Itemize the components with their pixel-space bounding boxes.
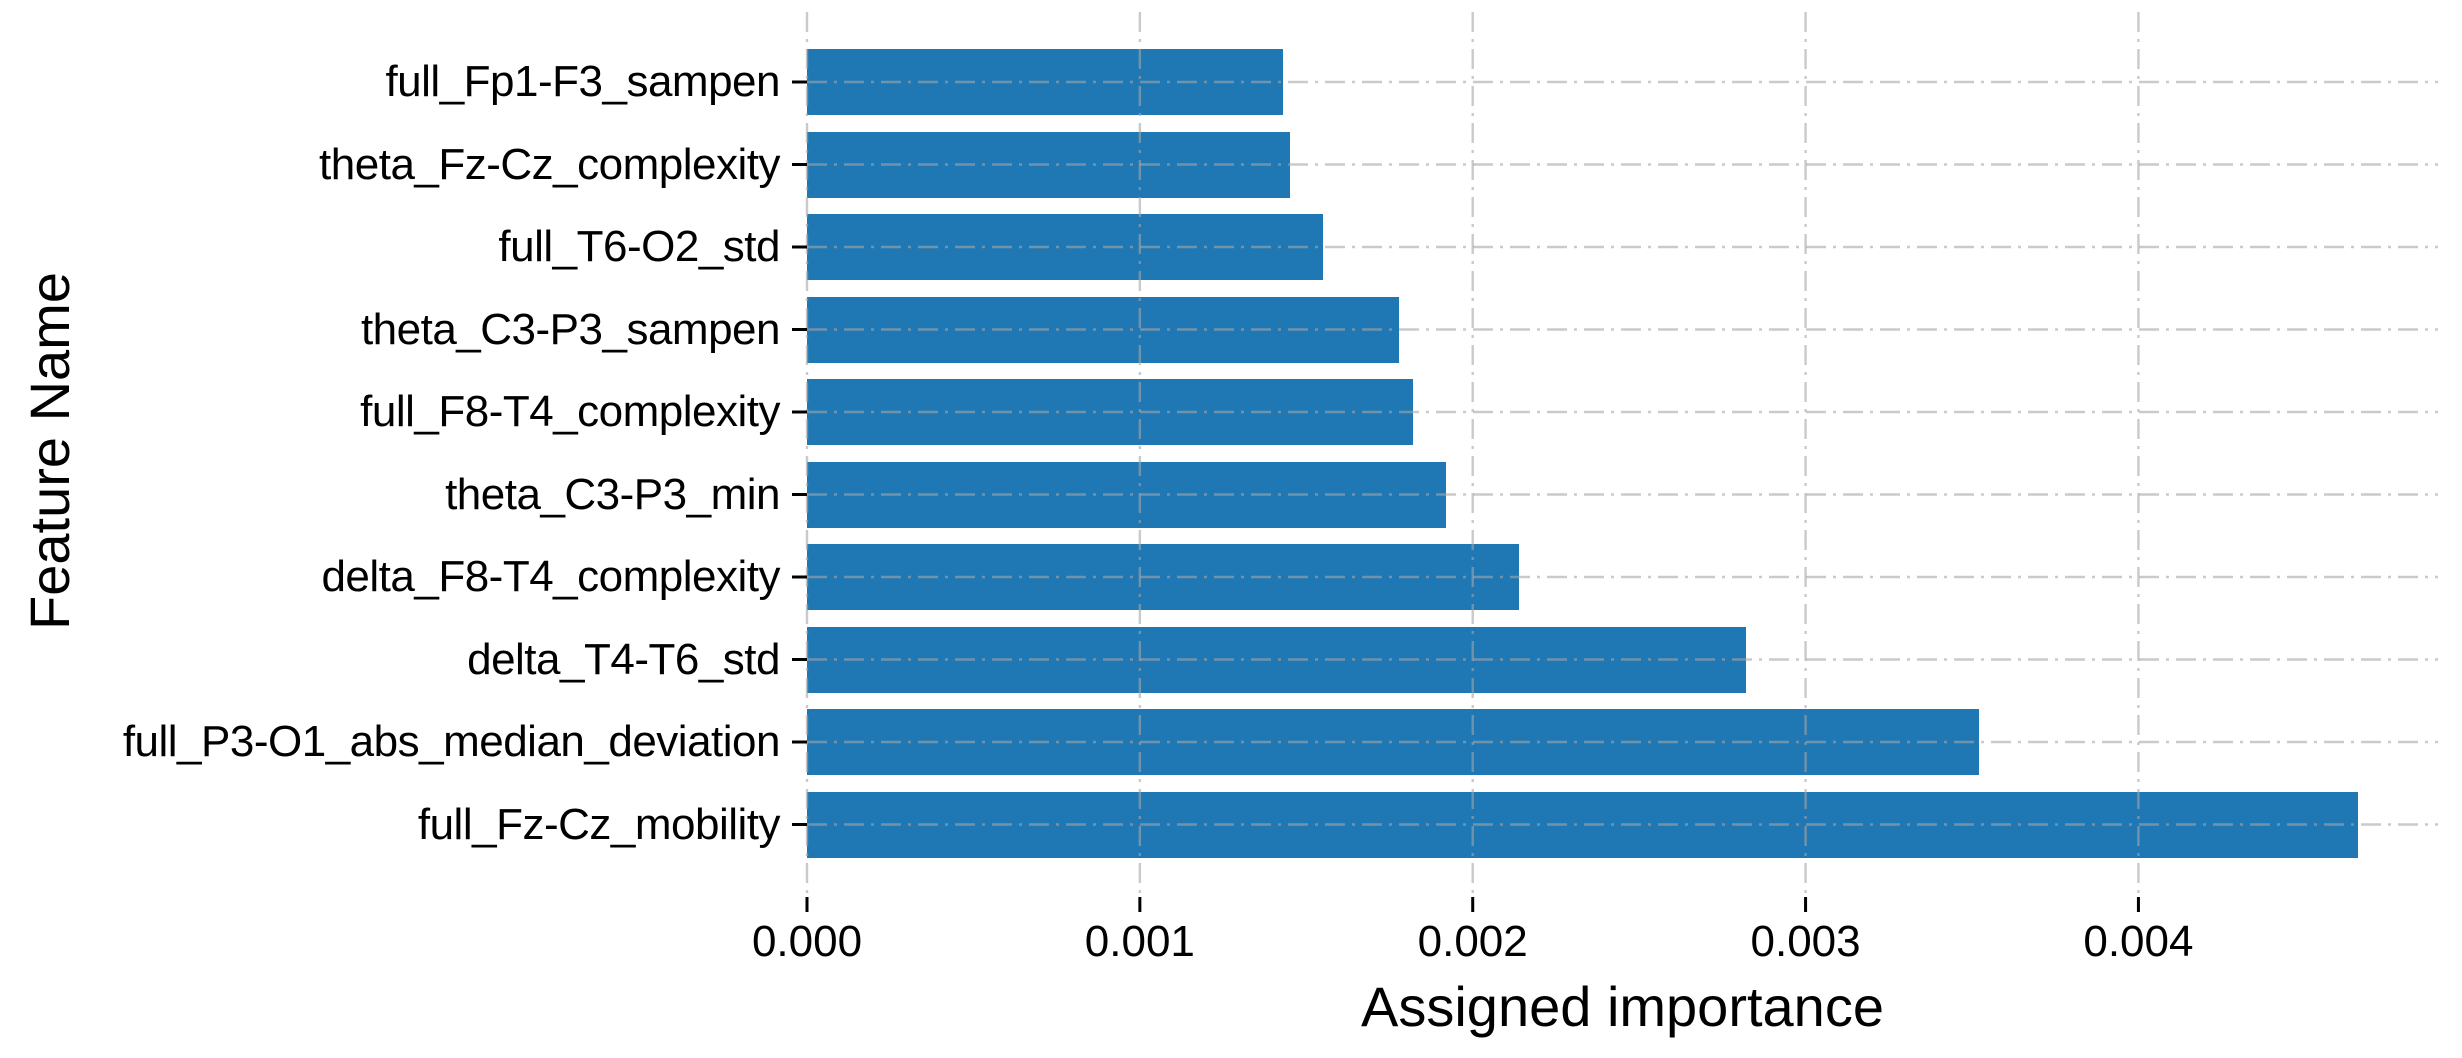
x-tick-label: 0.000 — [751, 917, 863, 966]
bar-theta_C3-P3_sampen — [807, 296, 1400, 363]
bar-full_Fp1-F3_sampen — [807, 49, 1283, 115]
bar-full_F8-T4_complexity — [807, 379, 1413, 445]
bar-theta_C3-P3_min — [807, 461, 1447, 528]
y-tick-label: delta_F8-T4_complexity — [321, 552, 780, 601]
y-tick-label: full_T6-O2_std — [498, 222, 780, 271]
x-tick-label: 0.001 — [1084, 917, 1195, 966]
bar-delta_T4-T6_std — [807, 626, 1746, 693]
bar-full_Fz-Cz_mobility — [807, 791, 2359, 858]
y-tick-label: full_F8-T4_complexity — [360, 387, 780, 436]
y-tick-label: delta_T4-T6_std — [467, 634, 780, 684]
y-tick-label: full_Fz-Cz_mobility — [417, 799, 781, 849]
x-tick-label: 0.003 — [1750, 917, 1861, 966]
bar-full_T6-O2_std — [807, 214, 1323, 280]
y-tick-label: theta_C3-P3_min — [445, 469, 780, 519]
x-tick-label: 0.002 — [1417, 917, 1528, 966]
x-axis-title: Assigned importance — [1361, 975, 1884, 1038]
y-tick-label: theta_Fz-Cz_complexity — [319, 139, 780, 189]
bar-delta_F8-T4_complexity — [807, 544, 1520, 610]
y-tick-label: theta_C3-P3_sampen — [360, 304, 781, 354]
x-tick-label: 0.004 — [2083, 917, 2194, 966]
bar-theta_Fz-Cz_complexity — [807, 131, 1290, 198]
y-tick-label: full_Fp1-F3_sampen — [385, 57, 780, 106]
y-tick-label: full_P3-O1_abs_median_deviation — [122, 717, 781, 766]
plot-area — [807, 12, 2438, 897]
bar-full_P3-O1_abs_median_deviation — [807, 709, 1979, 775]
